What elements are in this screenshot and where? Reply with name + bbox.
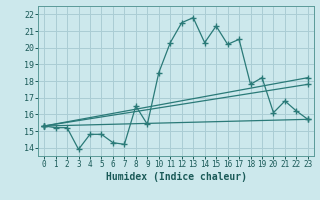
X-axis label: Humidex (Indice chaleur): Humidex (Indice chaleur) (106, 172, 246, 182)
